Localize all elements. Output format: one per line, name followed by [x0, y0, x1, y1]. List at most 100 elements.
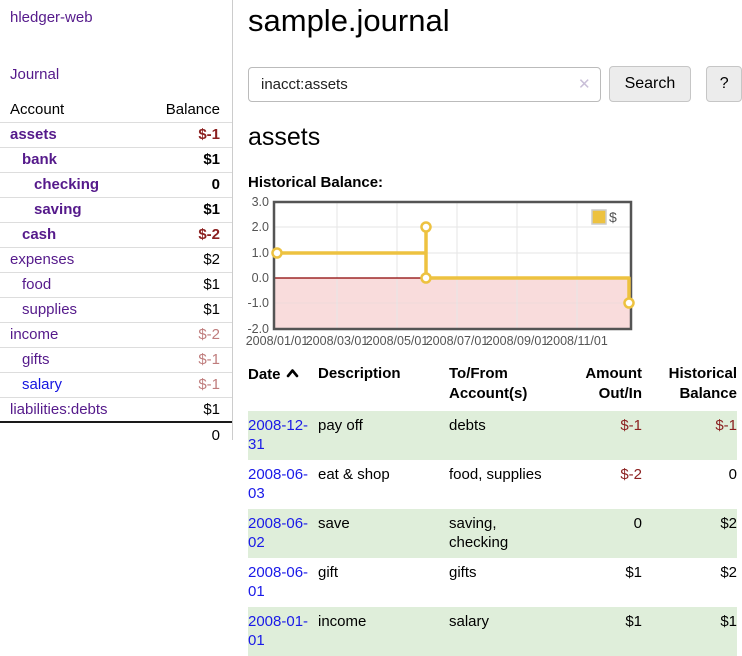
x-tick: 2008/07/01 — [426, 334, 489, 348]
transaction-date-link[interactable]: 2008-06-02 — [248, 514, 309, 552]
account-balance: $1 — [143, 146, 232, 172]
transaction-accounts: debts — [449, 416, 486, 434]
accounts-total-value: 0 — [143, 421, 232, 447]
balance-series-line — [277, 225, 631, 303]
transaction-description: save — [318, 514, 350, 532]
register-header-amount: Amount Out/In — [585, 365, 642, 403]
account-link-bank[interactable]: bank — [22, 151, 58, 168]
account-link-liabilities-debts[interactable]: liabilities:debts — [10, 400, 108, 418]
search-button[interactable]: Search — [608, 66, 692, 102]
register-row[interactable]: 2008-01-01 income salary $1 $1 — [248, 606, 737, 656]
account-balance: $1 — [143, 296, 232, 322]
transaction-balance: $2 — [720, 514, 737, 532]
account-row: saving $1 — [0, 196, 232, 222]
search-input-wrap: ✕ — [248, 66, 601, 102]
transaction-amount: $1 — [625, 563, 642, 581]
transaction-accounts: gifts — [449, 563, 477, 581]
register-header-balance: Historical Balance — [668, 365, 737, 403]
account-link-cash[interactable]: cash — [22, 226, 57, 243]
account-row: assets $-1 — [0, 122, 232, 147]
sidebar: hledger-web Journal Account Balance asse… — [0, 0, 233, 447]
account-row: liabilities:debts $1 — [0, 396, 232, 422]
accounts-header-account: Account — [0, 97, 144, 123]
transaction-description: pay off — [318, 416, 363, 434]
transaction-description: eat & shop — [318, 465, 390, 483]
search-form: ✕ Search ? — [248, 66, 742, 102]
transaction-balance: $-1 — [715, 416, 737, 434]
x-tick: 2008/01/01 — [246, 334, 309, 348]
register-row[interactable]: 2008-12-31 pay off debts $-1 $-1 — [248, 410, 737, 460]
account-row: checking 0 — [0, 171, 232, 197]
y-tick: 1.0 — [252, 246, 269, 260]
account-link-food[interactable]: food — [22, 276, 52, 293]
account-link-supplies[interactable]: supplies — [22, 301, 78, 318]
search-input[interactable] — [248, 66, 601, 102]
transaction-amount: 0 — [633, 514, 642, 532]
register-row[interactable]: 2008-06-03 eat & shop food, supplies $-2… — [248, 460, 737, 509]
account-row: food $1 — [0, 271, 232, 297]
account-balance: $-2 — [143, 221, 232, 247]
transaction-description: gift — [318, 563, 339, 581]
transaction-amount: $-2 — [620, 465, 642, 483]
account-link-income[interactable]: income — [10, 326, 59, 343]
clear-search-icon[interactable]: ✕ — [578, 75, 591, 93]
register-table: Date Description To/From Account(s) Amou… — [248, 360, 737, 656]
data-point[interactable] — [623, 297, 635, 309]
transaction-amount: $1 — [625, 612, 642, 630]
account-row: expenses $2 — [0, 246, 232, 272]
account-row: gifts $-1 — [0, 346, 232, 372]
plot-border — [272, 200, 633, 331]
data-point[interactable] — [420, 272, 432, 284]
transaction-date-link[interactable]: 2008-06-03 — [248, 465, 309, 503]
transaction-balance: $1 — [720, 612, 737, 630]
sidebar-item-journal[interactable]: Journal — [10, 66, 60, 83]
account-balance: $-2 — [143, 321, 232, 347]
account-balance: $-1 — [198, 126, 220, 143]
account-balance: $2 — [143, 246, 232, 272]
brand-link[interactable]: hledger-web — [10, 9, 93, 26]
y-tick: 0.0 — [252, 271, 269, 285]
chart-canvas: $ 3.0 2.0 1.0 0.0 -1.0 -2.0 2008/01/01 2… — [246, 197, 635, 348]
account-link-checking[interactable]: checking — [34, 176, 100, 193]
register-header-row: Date Description To/From Account(s) Amou… — [248, 360, 737, 411]
register-row[interactable]: 2008-06-02 save saving, checking 0 $2 — [248, 508, 737, 558]
historical-balance-chart: $ 3.0 2.0 1.0 0.0 -1.0 -2.0 2008/01/01 2… — [240, 197, 638, 348]
legend-label: $ — [609, 209, 617, 225]
data-point[interactable] — [420, 221, 432, 233]
accounts-header-balance: Balance — [143, 97, 232, 123]
account-balance: 0 — [143, 171, 232, 197]
x-tick: 2008/03/01 — [306, 334, 369, 348]
account-link-expenses[interactable]: expenses — [10, 251, 75, 268]
chart-heading: Historical Balance: — [248, 174, 384, 191]
transaction-balance: 0 — [728, 465, 737, 483]
account-row: income $-2 — [0, 321, 232, 347]
transaction-description: income — [318, 612, 367, 630]
account-link-saving[interactable]: saving — [34, 201, 82, 218]
chevron-up-icon — [286, 364, 299, 384]
register-row[interactable]: 2008-06-01 gift gifts $1 $2 — [248, 558, 737, 607]
y-tick: -1.0 — [247, 296, 269, 310]
register-header-date[interactable]: Date — [248, 360, 318, 411]
transaction-balance: $2 — [720, 563, 737, 581]
help-button[interactable]: ? — [706, 66, 742, 102]
transaction-date-link[interactable]: 2008-01-01 — [248, 612, 309, 650]
x-tick: 2008/05/01 — [366, 334, 429, 348]
transaction-accounts: food, supplies — [449, 465, 542, 483]
transaction-accounts: salary — [449, 612, 490, 630]
account-balance: $1 — [143, 196, 232, 222]
transaction-date-link[interactable]: 2008-12-31 — [248, 416, 309, 454]
account-balance: $1 — [143, 271, 232, 297]
data-point[interactable] — [271, 247, 283, 259]
account-link-assets[interactable]: assets — [10, 126, 57, 143]
y-tick: 3.0 — [252, 197, 269, 209]
register-header-description: Description — [318, 365, 401, 382]
account-row: supplies $1 — [0, 296, 232, 322]
legend-swatch — [591, 209, 607, 225]
account-row: bank $1 — [0, 146, 232, 172]
account-link-salary[interactable]: salary — [22, 376, 63, 393]
main-content: sample.journal ✕ Search ? assets Histori… — [246, 0, 742, 656]
account-balance: $-1 — [143, 346, 232, 372]
account-balance: $1 — [143, 396, 232, 422]
account-link-gifts[interactable]: gifts — [22, 351, 50, 368]
register-header-accounts: To/From Account(s) — [449, 365, 528, 403]
